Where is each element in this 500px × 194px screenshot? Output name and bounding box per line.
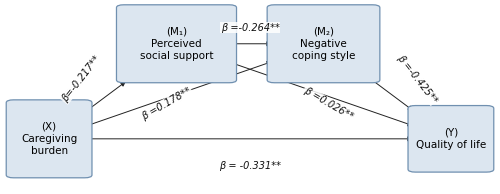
Text: β =-0.425**: β =-0.425** [394, 53, 438, 105]
Text: β =0.026**: β =0.026** [302, 86, 355, 122]
FancyBboxPatch shape [408, 106, 494, 172]
Text: β = -0.331**: β = -0.331** [219, 161, 281, 171]
Text: (Y)
Quality of life: (Y) Quality of life [416, 128, 486, 150]
Text: (X)
Caregiving
burden: (X) Caregiving burden [21, 121, 77, 156]
Text: β=-0.217**: β=-0.217** [60, 54, 102, 104]
Text: β =-0.264**: β =-0.264** [220, 23, 280, 33]
FancyBboxPatch shape [116, 5, 236, 83]
FancyBboxPatch shape [6, 100, 92, 178]
FancyBboxPatch shape [267, 5, 380, 83]
Text: β =0.178**: β =0.178** [140, 86, 193, 122]
Text: (M₂)
Negative
coping style: (M₂) Negative coping style [292, 26, 355, 61]
Text: (M₁)
Perceived
social support: (M₁) Perceived social support [140, 26, 213, 61]
